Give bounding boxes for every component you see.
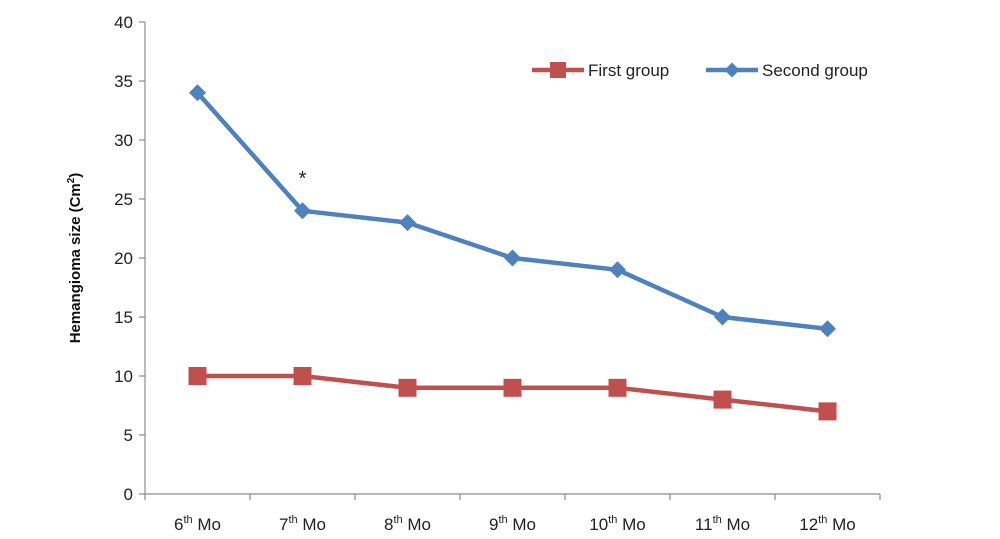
data-point-diamond (399, 214, 416, 232)
x-tick-label-suffix: th (498, 514, 507, 526)
x-tick-label-unit: Mo (617, 515, 645, 534)
x-tick-label-unit: Mo (403, 515, 431, 534)
y-tick-label: 20 (114, 249, 133, 268)
x-tick-label: 8th Mo (384, 514, 431, 534)
data-point-diamond (504, 249, 521, 267)
data-point-diamond (189, 84, 206, 102)
y-tick-label: 0 (124, 485, 133, 504)
series-layer (188, 84, 837, 421)
data-point-diamond (294, 202, 311, 220)
legend-label: First group (588, 61, 669, 80)
series-first-group (188, 367, 837, 421)
data-point-diamond (714, 308, 731, 326)
y-axis-ticks: 0 5 10 15 20 25 30 35 40 (114, 13, 145, 504)
x-tick-label-unit: Mo (827, 515, 855, 534)
data-point-square (713, 390, 732, 409)
x-tick-label-number: 8 (384, 515, 393, 534)
x-tick-label-suffix: th (713, 514, 722, 526)
y-tick-label: 30 (114, 131, 133, 150)
y-tick-label: 5 (124, 426, 133, 445)
data-point-diamond (609, 261, 626, 279)
y-axis-label-superscript: 2 (66, 177, 77, 183)
x-tick-label-number: 12 (799, 515, 818, 534)
data-point-diamond (819, 320, 836, 338)
y-tick-label: 10 (114, 367, 133, 386)
legend-marker-diamond (724, 62, 740, 78)
data-point-square (818, 402, 837, 421)
y-axis-label: Hemangioma size (Cm2) (66, 173, 84, 344)
y-axis-label-main: Hemangioma size (Cm (67, 183, 84, 343)
data-point-square (608, 378, 627, 397)
x-tick-label-suffix: th (183, 514, 192, 526)
data-point-square (293, 367, 312, 385)
y-tick-label: 40 (114, 13, 133, 32)
x-tick-label-number: 6 (174, 515, 183, 534)
x-tick-label-number: 11 (695, 515, 713, 534)
x-tick-label-number: 10 (589, 515, 608, 534)
significance-marker: * (299, 168, 307, 190)
x-axis-ticks: 6th Mo 7th Mo 8th Mo 9th Mo 10th Mo 11th Mo 12… (144, 494, 881, 534)
legend: First group Second group (532, 61, 868, 80)
x-tick-label-unit: Mo (722, 515, 750, 534)
y-tick-label: 35 (114, 72, 133, 91)
legend-item: First group (532, 61, 669, 80)
x-tick-label: 9th Mo (489, 514, 536, 534)
x-tick-label-unit: Mo (298, 515, 326, 534)
x-tick-label: 11th Mo (695, 514, 750, 534)
series-line (195, 90, 830, 332)
x-tick-label-suffix: th (288, 514, 297, 526)
x-tick-label-number: 9 (489, 515, 498, 534)
data-point-square (503, 378, 522, 397)
legend-marker-square (550, 62, 566, 78)
x-tick-label-suffix: th (818, 514, 827, 526)
y-tick-label: 15 (114, 308, 133, 327)
y-axis-label-close: ) (67, 173, 84, 178)
y-tick-label: 25 (114, 190, 133, 209)
x-tick-label-unit: Mo (508, 515, 536, 534)
annotation-layer: * (299, 168, 307, 190)
data-point-square (188, 367, 207, 385)
x-tick-label-suffix: th (393, 514, 402, 526)
data-point-square (398, 378, 417, 397)
x-tick-label-unit: Mo (193, 515, 221, 534)
legend-item: Second group (706, 61, 868, 80)
x-tick-label: 10th Mo (589, 514, 645, 534)
series-second-group (189, 84, 836, 338)
x-tick-label: 12th Mo (799, 514, 855, 534)
x-tick-label-suffix: th (608, 514, 617, 526)
x-tick-label: 6th Mo (174, 514, 221, 534)
x-tick-label: 7th Mo (279, 514, 326, 534)
legend-label: Second group (762, 61, 868, 80)
x-tick-label-number: 7 (279, 515, 288, 534)
